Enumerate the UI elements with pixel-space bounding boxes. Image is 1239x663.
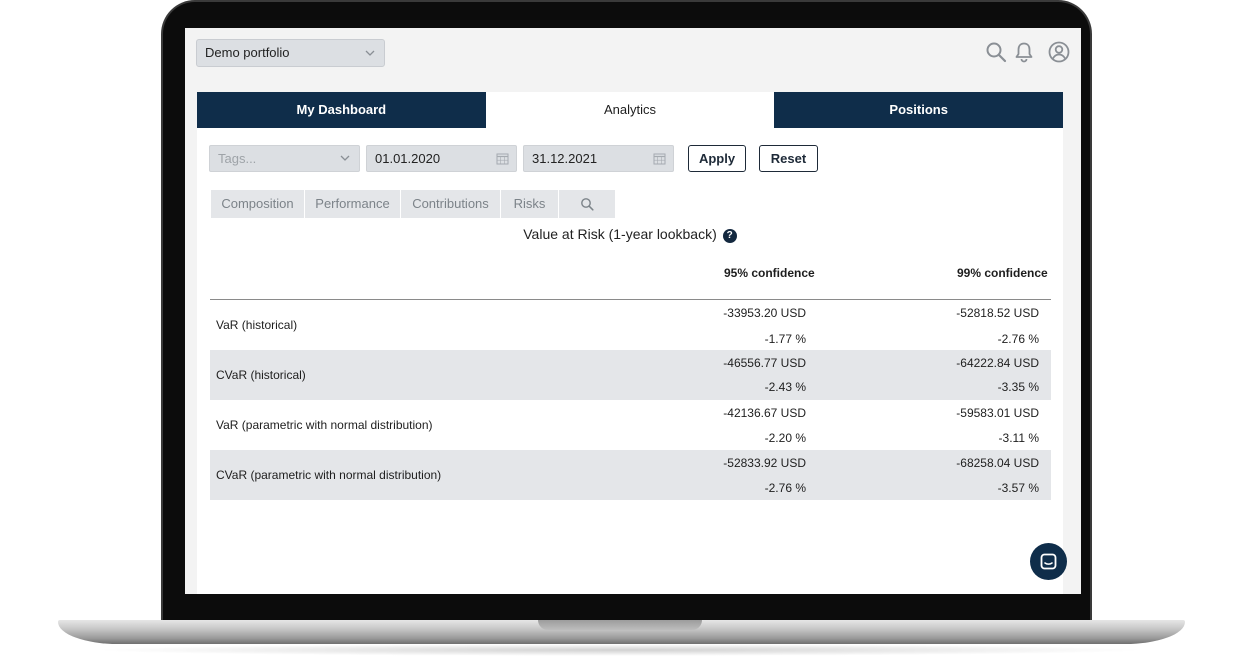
column-header-95: 95% confidence [724, 266, 815, 280]
apply-button[interactable]: Apply [688, 145, 746, 172]
top-bar: Demo portfolio [185, 28, 1081, 78]
table-header: 95% confidence 99% confidence [210, 254, 1051, 300]
filters-bar: Tags... 01.01.2020 31.12.2021 [209, 145, 1049, 173]
table-row: VaR (historical) -33953.20 USD -1.77 % -… [210, 300, 1051, 350]
cell-95-usd: -33953.20 USD [723, 306, 806, 320]
cell-95-pct: -2.76 % [764, 481, 806, 495]
row-label: CVaR (historical) [216, 368, 306, 382]
var-table: 95% confidence 99% confidence VaR (histo… [210, 254, 1051, 500]
search-icon[interactable] [985, 41, 1007, 63]
laptop-notch [538, 620, 702, 630]
cell-99-pct: -3.11 % [998, 431, 1039, 445]
cell-99-usd: -64222.84 USD [956, 356, 1039, 370]
search-icon [581, 198, 594, 211]
cell-99-pct: -3.57 % [997, 481, 1039, 495]
user-circle-icon[interactable] [1048, 41, 1070, 63]
calendar-icon[interactable] [496, 152, 509, 165]
table-row: CVaR (parametric with normal distributio… [210, 450, 1051, 500]
subtab-search[interactable] [559, 190, 615, 218]
portfolio-select[interactable]: Demo portfolio [196, 39, 385, 67]
screen: Demo portfolio My Dashboard Analytics Po… [185, 28, 1081, 594]
row-label: VaR (historical) [216, 318, 298, 332]
cell-99-pct: -2.76 % [997, 332, 1039, 346]
main-card: My Dashboard Analytics Positions Tags...… [197, 92, 1064, 594]
cell-95-pct: -1.77 % [764, 332, 806, 346]
date-to-input[interactable]: 31.12.2021 [523, 145, 674, 172]
column-header-99: 99% confidence [957, 266, 1048, 280]
table-row: CVaR (historical) -46556.77 USD -2.43 % … [210, 350, 1051, 400]
tags-placeholder: Tags... [218, 151, 257, 166]
laptop-shadow [90, 644, 1150, 656]
chevron-down-icon [365, 50, 375, 56]
cell-95-usd: -42136.67 USD [723, 406, 806, 420]
subtab-contributions[interactable]: Contributions [401, 190, 501, 218]
help-icon[interactable]: ? [722, 229, 737, 243]
var-title-text: Value at Risk (1-year lookback) [523, 226, 717, 242]
tab-my-dashboard[interactable]: My Dashboard [197, 92, 486, 128]
subtab-performance[interactable]: Performance [305, 190, 401, 218]
date-from-input[interactable]: 01.01.2020 [366, 145, 517, 172]
reset-button[interactable]: Reset [759, 145, 818, 172]
date-to-value: 31.12.2021 [532, 151, 598, 166]
analytics-subtabs: Composition Performance Contributions Ri… [211, 190, 615, 218]
cell-99-pct: -3.35 % [997, 380, 1039, 394]
row-label: CVaR (parametric with normal distributio… [216, 468, 442, 482]
cell-95-pct: -2.43 % [764, 380, 806, 394]
subtab-composition[interactable]: Composition [211, 190, 305, 218]
cell-95-usd: -46556.77 USD [723, 356, 806, 370]
portfolio-select-label: Demo portfolio [205, 45, 290, 60]
cell-99-usd: -68258.04 USD [956, 456, 1039, 470]
tab-positions[interactable]: Positions [774, 92, 1064, 128]
main-tabs: My Dashboard Analytics Positions [197, 92, 1064, 128]
chat-icon [1040, 553, 1057, 570]
table-row: VaR (parametric with normal distribution… [210, 400, 1051, 450]
cell-99-usd: -59583.01 USD [956, 406, 1039, 420]
chat-button[interactable] [1030, 543, 1067, 580]
row-label: VaR (parametric with normal distribution… [216, 418, 433, 432]
bell-icon[interactable] [1013, 41, 1035, 63]
var-table-title: Value at Risk (1-year lookback)? [197, 226, 1063, 243]
calendar-icon[interactable] [653, 152, 666, 165]
cell-99-usd: -52818.52 USD [956, 306, 1039, 320]
tags-select[interactable]: Tags... [209, 145, 360, 172]
cell-95-pct: -2.20 % [764, 431, 806, 445]
chevron-down-icon [340, 155, 350, 161]
cell-95-usd: -52833.92 USD [723, 456, 806, 470]
tab-analytics[interactable]: Analytics [485, 92, 775, 128]
date-from-value: 01.01.2020 [375, 151, 441, 166]
subtab-risks[interactable]: Risks [501, 190, 559, 218]
